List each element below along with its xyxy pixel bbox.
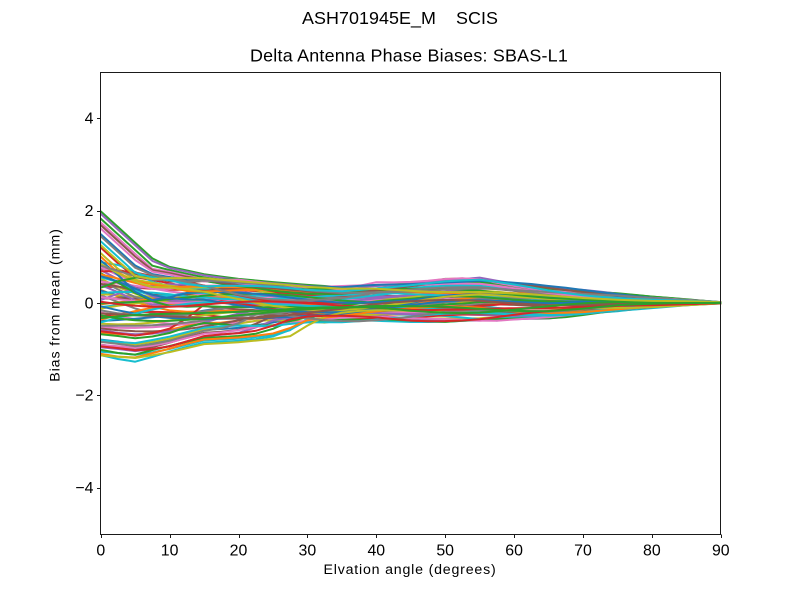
svg-text:−2: −2: [75, 388, 93, 405]
svg-text:50: 50: [436, 543, 454, 560]
svg-text:30: 30: [299, 543, 317, 560]
svg-text:−4: −4: [75, 480, 93, 497]
svg-text:Bias from mean (mm): Bias from mean (mm): [48, 228, 64, 381]
svg-text:40: 40: [367, 543, 385, 560]
svg-text:4: 4: [85, 111, 94, 128]
svg-text:0: 0: [96, 543, 105, 560]
svg-text:2: 2: [85, 203, 94, 220]
svg-text:90: 90: [712, 543, 730, 560]
svg-text:Elvation angle (degrees): Elvation angle (degrees): [324, 562, 497, 578]
svg-text:ASH701945E_M SCIS: ASH701945E_M SCIS: [302, 8, 498, 29]
svg-text:0: 0: [85, 295, 94, 312]
svg-text:70: 70: [574, 543, 592, 560]
svg-text:10: 10: [161, 543, 179, 560]
svg-text:Delta Antenna Phase Biases: SB: Delta Antenna Phase Biases: SBAS-L1: [250, 46, 568, 66]
svg-text:80: 80: [643, 543, 661, 560]
svg-text:20: 20: [230, 543, 248, 560]
svg-text:60: 60: [505, 543, 523, 560]
